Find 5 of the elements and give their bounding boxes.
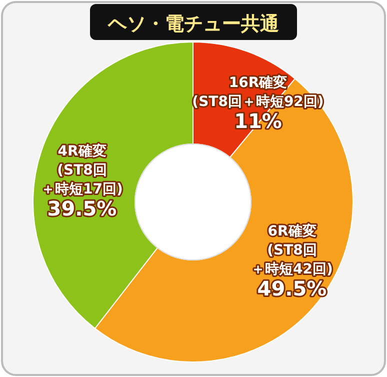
data-label: 39.5% bbox=[47, 196, 117, 220]
chart-title: ヘソ・電チュー共通 bbox=[107, 13, 279, 35]
slice-label: 4R確変(ST8回＋時短17回) bbox=[41, 142, 123, 198]
data-label: 49.5% bbox=[257, 276, 327, 300]
slice-label: 6R確変(ST8回＋時短42回) bbox=[251, 222, 333, 278]
